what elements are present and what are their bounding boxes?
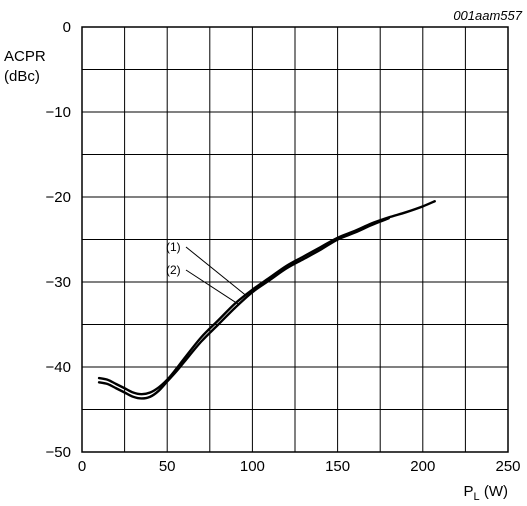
y-tick-label: −40 (46, 359, 71, 376)
y-tick-label: −20 (46, 189, 71, 206)
x-tick-label: 100 (240, 458, 265, 475)
annotation-leader-2 (185, 269, 240, 305)
x-tick-label: 250 (495, 458, 520, 475)
y-tick-label: −30 (46, 274, 71, 291)
x-axis-label-sub: L (474, 491, 480, 503)
grid (82, 27, 508, 452)
figure-code: 001aam557 (453, 8, 522, 23)
x-tick-label: 200 (410, 458, 435, 475)
x-axis-label-unit: (W) (484, 483, 508, 500)
plot-frame (81, 26, 509, 453)
x-tick-labels: 0 50 100 150 200 250 (78, 458, 521, 475)
y-axis-label-line2: (dBc) (4, 68, 40, 85)
annotation-label-2: (2) (166, 263, 181, 277)
x-axis-label-main: P (464, 483, 474, 500)
x-tick-label: 0 (78, 458, 86, 475)
annotation-leader-1 (185, 246, 246, 296)
annotations: (1) (2) (166, 240, 246, 305)
annotation-label-1: (1) (166, 240, 181, 254)
x-tick-label: 150 (325, 458, 350, 475)
x-axis-label: PL (W) (464, 483, 508, 503)
y-axis-label-line1: ACPR (4, 48, 46, 65)
y-tick-labels: 0 −10 −20 −30 −40 −50 (46, 19, 71, 461)
curves (97, 200, 436, 400)
series-line-2 (97, 217, 390, 400)
y-tick-label: −10 (46, 104, 71, 121)
series-line-1 (97, 200, 436, 396)
y-tick-label: −50 (46, 444, 71, 461)
x-tick-label: 50 (159, 458, 176, 475)
y-tick-label: 0 (63, 19, 71, 36)
